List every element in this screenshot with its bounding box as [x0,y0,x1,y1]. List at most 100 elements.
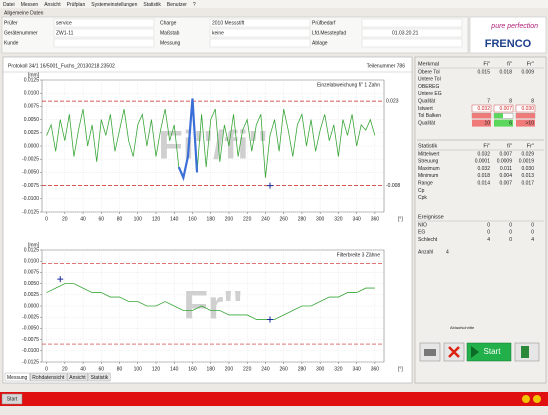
table-cell: Streuung [418,159,439,165]
tab[interactable] [88,372,111,382]
y-tick-label: 0.0000 [24,303,40,309]
x-tick-label: 360 [371,216,380,222]
x-tick-label: 40 [80,366,86,372]
limit-label: 0.023 [386,98,399,104]
table-cell: 0 [487,230,490,236]
data-line [177,98,199,182]
table-cell: 0.0019 [519,159,535,165]
table-cell: 4 [487,237,490,243]
y-tick-label: 0.0100 [24,259,40,265]
part-number: Teilenummer 786 [367,63,406,69]
x-tick-label: 0 [45,216,48,222]
table-header: fi'' [507,61,512,67]
x-tick-label: 60 [98,366,104,372]
menu-item[interactable]: Statistik [143,2,161,8]
table-cell: Range [418,181,433,187]
x-tick-label: 200 [225,216,234,222]
status-start[interactable] [1,393,23,405]
y-tick-label: -0.0050 [22,170,39,176]
menu-item[interactable]: Prüfplan [67,2,86,8]
field-label: Maßstab [160,30,180,36]
limit-label: -0.008 [386,183,400,189]
x-tick-label: 200 [225,366,234,372]
x-tick-label: 340 [352,366,361,372]
y-tick-label: -0.0100 [22,196,39,202]
table-cell: 0.013 [521,173,534,179]
tab-label: Messung [7,375,28,381]
table-cell: 0.007 [499,151,512,157]
table-cell: 0 [509,222,512,228]
table-cell: Tol Balken [418,113,441,119]
tab[interactable] [30,372,67,382]
table-header: Merkmal [418,61,439,67]
table-cell: 0 [509,230,512,236]
field-label: Messung [160,40,181,46]
menu-item[interactable]: ? [193,2,196,8]
field-label: Ablage [312,40,328,46]
x-axis-label: [°] [398,366,403,372]
data-line [46,98,376,179]
quality-cell [516,119,535,127]
y-tick-label: 0.0075 [24,270,40,276]
table-cell: Minimum [418,173,438,179]
y-tick-label: -0.0050 [22,326,39,332]
x-tick-label: 60 [98,216,104,222]
x-tick-label: 20 [62,366,68,372]
x-tick-label: 340 [352,216,361,222]
tab-label: Statistik [91,375,109,381]
table-header: Fi'' [483,143,490,149]
table-cell: 4 [531,237,534,243]
x-tick-label: 240 [261,216,270,222]
x-tick-label: 80 [117,216,123,222]
menu-item[interactable]: Datei [3,2,15,8]
x-tick-label: 360 [371,366,380,372]
data-line [46,283,375,320]
menu-item[interactable]: Messen [21,2,39,8]
table-cell: 0.032 [477,151,490,157]
menu-item[interactable]: Ansicht [44,2,61,8]
table-cell: Mittelwert [418,151,440,157]
menu-item[interactable]: Benutzer [167,2,187,8]
x-tick-label: 160 [188,366,197,372]
panel-title: Allgemeine Daten [4,10,44,16]
table-cell: Schlecht [418,237,438,243]
table-cell: 0.011 [500,166,512,172]
table-cell: 0.029 [521,151,534,157]
table-cell: 0.0001 [475,159,491,165]
menu-item[interactable]: Systemeinstellungen [91,2,137,8]
x-tick-label: 300 [316,366,325,372]
table-cell: OBEREG [418,84,440,90]
y-tick-label: -0.0075 [22,183,39,189]
y-tick-label: 0.0100 [24,91,40,97]
field-box [53,38,155,48]
field-value: ZW1-11 [56,30,74,36]
table-cell: 8 [531,99,534,105]
y-tick-label: 0.0125 [24,77,40,83]
field-label: Kunde [4,40,19,46]
x-tick-label: 100 [134,216,143,222]
tab[interactable] [4,372,30,382]
table-cell: 0 [531,222,534,228]
field-label: Charge [160,20,177,26]
count-label: Anzahl [418,249,433,255]
y-tick-label: -0.0125 [22,209,39,215]
chart-annotation: Einzelabweichung fi'' 1 Zahn [317,82,380,88]
y-tick-label: -0.0125 [22,359,39,365]
table-cell: 0.018 [499,69,512,75]
start-button[interactable] [466,342,512,362]
status-text: Start [7,396,18,402]
field-label: Lfd.Messtepfad [312,30,346,36]
table-cell: 0.0009 [497,159,513,165]
x-tick-label: 100 [134,366,143,372]
table-cell: 0.017 [521,181,534,187]
field-value: keine [212,30,224,36]
steps-label: Ablaufschritte [450,325,475,330]
x-tick-label: 120 [152,216,161,222]
tab[interactable] [67,372,88,382]
table-cell: 0.018 [477,173,490,179]
extreme-marker [57,276,64,283]
x-tick-label: 160 [188,216,197,222]
x-tick-label: 180 [207,366,216,372]
x-tick-label: 280 [298,366,307,372]
field-label: Prüfer [4,20,18,26]
